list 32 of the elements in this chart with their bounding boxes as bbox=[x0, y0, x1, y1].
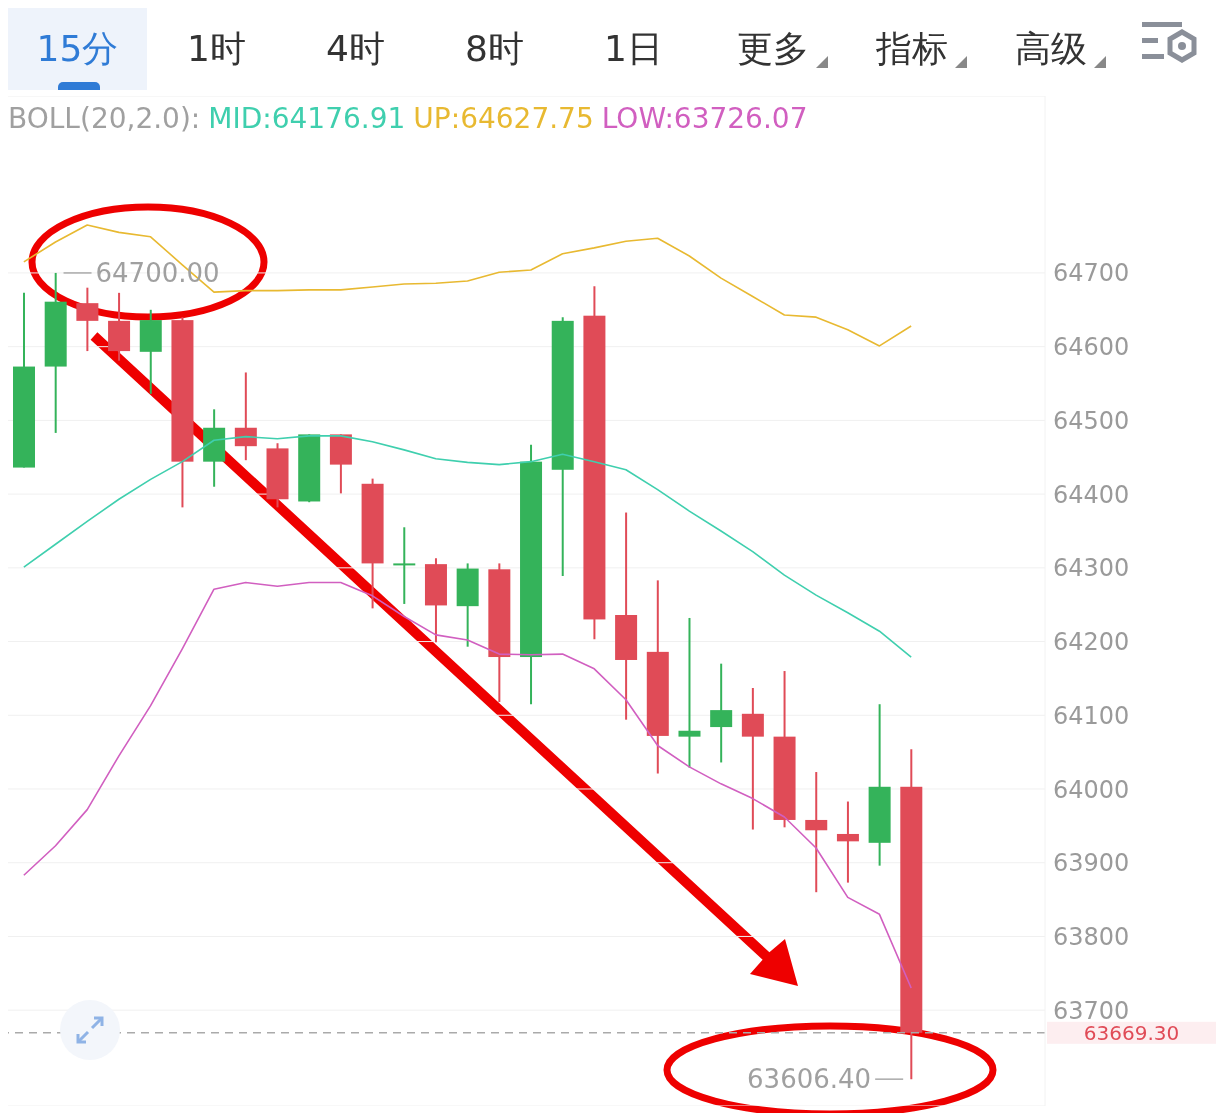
text: LOW:63726.07 bbox=[601, 102, 808, 135]
text: 1时 bbox=[187, 26, 246, 71]
candlestick bbox=[836, 800, 859, 884]
text: 8时 bbox=[465, 26, 524, 71]
y-tick-label: 63900 bbox=[1053, 849, 1130, 878]
candlestick bbox=[678, 616, 701, 769]
text: MID:64176.91 bbox=[208, 102, 406, 135]
text: 1日 bbox=[604, 26, 663, 71]
y-tick-label: 64600 bbox=[1053, 333, 1130, 362]
annotation: 63606.40 bbox=[747, 1064, 872, 1095]
text: 4时 bbox=[326, 26, 385, 71]
text: 更多 bbox=[736, 26, 809, 71]
y-tick-label: 64500 bbox=[1053, 406, 1130, 435]
text: UP:64627.75 bbox=[413, 102, 594, 135]
y-tick-label: 64100 bbox=[1053, 701, 1130, 730]
y-tick-label: 64300 bbox=[1053, 554, 1130, 583]
candlestick bbox=[710, 662, 733, 764]
y-tick-label: 64200 bbox=[1053, 628, 1130, 657]
y-tick-label: 64000 bbox=[1053, 775, 1130, 804]
text: 高级 bbox=[1014, 26, 1087, 71]
y-tick-label: 63800 bbox=[1053, 922, 1130, 951]
candlestick bbox=[741, 686, 764, 831]
text: 15分 bbox=[36, 26, 119, 71]
candlestick bbox=[393, 526, 416, 605]
text: 指标 bbox=[875, 26, 948, 71]
y-tick-label: 64400 bbox=[1053, 480, 1130, 509]
legend-title: BOLL(20,2.0): bbox=[8, 102, 201, 135]
y-tick-label: 64700 bbox=[1053, 259, 1130, 288]
candlestick bbox=[805, 771, 828, 894]
candlestick bbox=[76, 286, 99, 353]
line-series bbox=[23, 581, 912, 989]
line-series bbox=[23, 224, 912, 347]
